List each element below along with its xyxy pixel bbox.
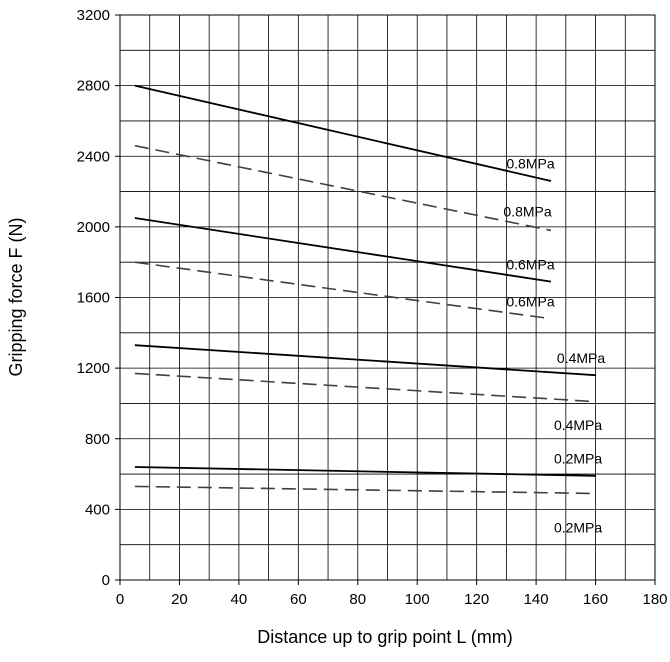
series-label: 0.4MPa (554, 417, 602, 433)
y-tick-label: 2000 (77, 219, 110, 236)
series-label: 0.4MPa (557, 350, 605, 366)
series-line-dashed (134, 372, 596, 403)
series-line-solid (134, 344, 596, 377)
series-label: 0.6MPa (506, 256, 554, 272)
series-line-solid (134, 84, 552, 182)
x-tick-label: 120 (464, 591, 489, 608)
series-line-dashed (134, 261, 552, 320)
x-tick-label: 40 (231, 591, 248, 608)
x-tick-label: 100 (405, 591, 430, 608)
y-tick-label: 2400 (77, 148, 110, 165)
series-label: 0.6MPa (506, 293, 554, 309)
x-tick-label: 80 (349, 591, 366, 608)
series-label: 0.8MPa (506, 156, 554, 172)
y-tick-label: 400 (85, 501, 110, 518)
series-lines (134, 84, 596, 495)
x-tick-label: 140 (524, 591, 549, 608)
series-line-dashed (134, 144, 552, 232)
tick-labels: 0 20 40 60 80 100 120 140 160 180 0 400 800 1200 1600 2… (77, 7, 668, 608)
x-tick-label: 60 (290, 591, 307, 608)
series-line-dashed (134, 485, 596, 495)
y-tick-label: 2800 (77, 78, 110, 95)
x-axis-title: Distance up to grip point L (mm) (257, 627, 512, 647)
x-tick-label: 180 (642, 591, 667, 608)
y-tick-label: 0 (102, 572, 110, 589)
x-tick-label: 20 (171, 591, 188, 608)
y-tick-label: 3200 (77, 7, 110, 24)
y-axis-title: Gripping force F (N) (6, 217, 26, 376)
y-tick-label: 1600 (77, 290, 110, 307)
y-tick-label: 1200 (77, 360, 110, 377)
series-labels: 0.8MPa 0.8MPa 0.6MPa 0.6MPa 0.4MPa 0.4MPa 0.2M… (503, 156, 605, 536)
series-line-solid (134, 217, 552, 283)
series-line-solid (134, 466, 596, 477)
series-label: 0.2MPa (554, 519, 602, 535)
grid (120, 15, 655, 580)
x-tick-label: 0 (116, 591, 124, 608)
y-tick-label: 800 (85, 431, 110, 448)
series-label: 0.8MPa (503, 203, 551, 219)
x-tick-label: 160 (583, 591, 608, 608)
series-label: 0.2MPa (554, 450, 602, 466)
